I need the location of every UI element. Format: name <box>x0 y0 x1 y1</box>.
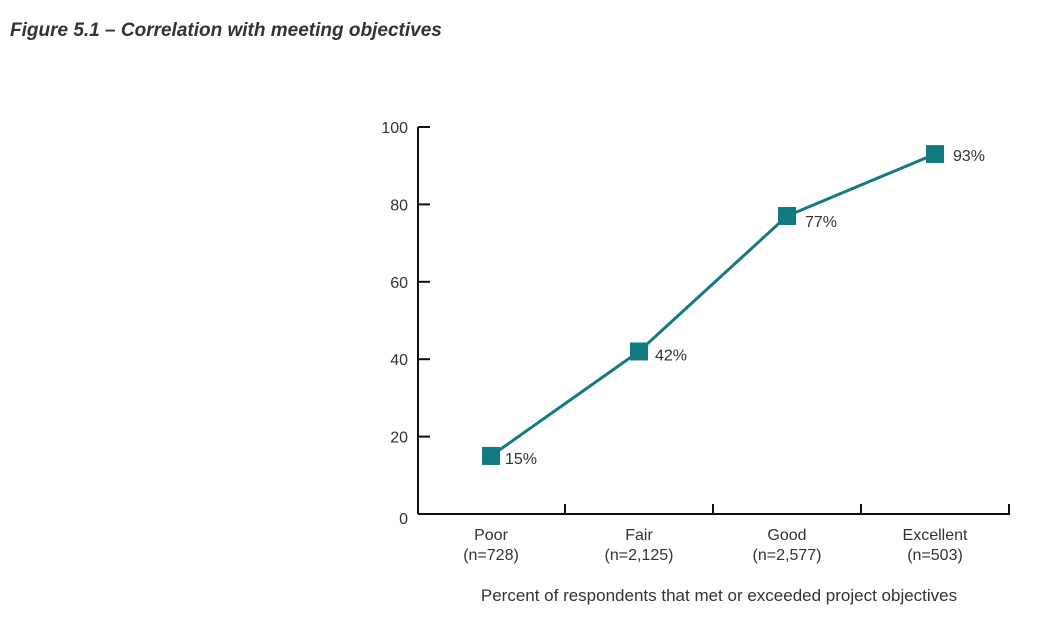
series-line <box>490 152 936 458</box>
figure-title: Figure 5.1 – Correlation with meeting ob… <box>10 20 442 41</box>
x-category-label: Excellent <box>903 527 968 544</box>
x-category-label: Poor <box>474 527 508 544</box>
x-category-sublabel: (n=503) <box>907 547 963 564</box>
data-point-marker <box>630 342 648 361</box>
x-category-label: Fair <box>625 527 653 544</box>
data-label: 15% <box>505 451 537 468</box>
y-tick-label: 20 <box>390 430 408 447</box>
data-label: 77% <box>805 214 837 231</box>
data-label: 42% <box>655 347 687 364</box>
y-tick-label: 60 <box>390 275 408 292</box>
x-category-sublabel: (n=728) <box>463 547 519 564</box>
data-point-marker <box>482 446 500 465</box>
x-axis-title: Percent of respondents that met or excee… <box>481 586 957 605</box>
y-tick-label: 0 <box>399 511 408 528</box>
data-label: 93% <box>953 148 985 165</box>
x-category-label: Good <box>767 527 806 544</box>
y-tick-label: 80 <box>390 197 408 214</box>
y-tick-label: 100 <box>381 120 408 137</box>
y-tick-label: 40 <box>390 352 408 369</box>
x-category-sublabel: (n=2,577) <box>753 547 822 564</box>
data-point-marker <box>926 145 944 164</box>
x-category-sublabel: (n=2,125) <box>605 547 674 564</box>
data-point-marker <box>778 207 796 226</box>
